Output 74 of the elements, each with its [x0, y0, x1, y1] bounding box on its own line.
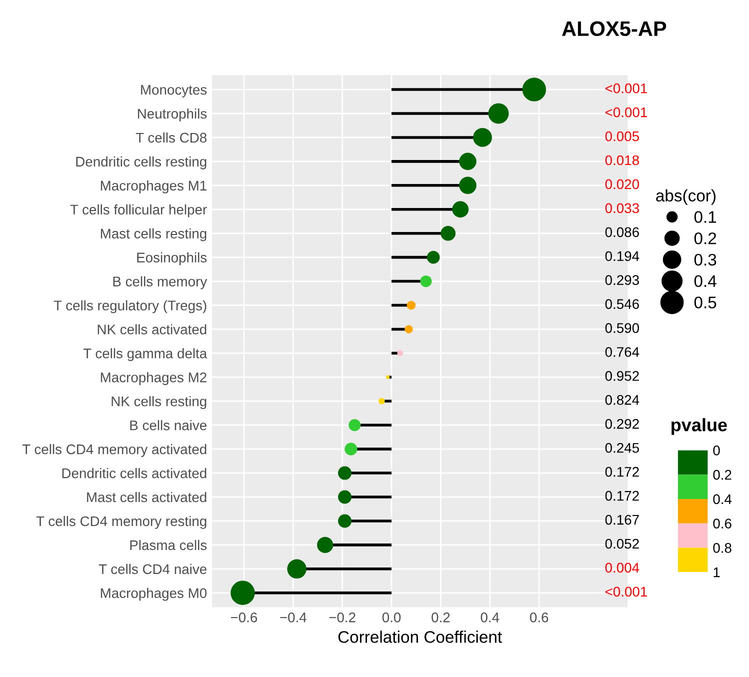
y-tick-label: T cells follicular helper — [70, 204, 207, 218]
annotation: 0.172 — [605, 490, 639, 501]
annotation: 0.764 — [605, 347, 640, 357]
annotation: 0.952 — [605, 371, 639, 381]
y-tick-label: Eosinophils — [137, 252, 207, 266]
annotation: <0.001 — [605, 586, 647, 597]
y-tick-label: Dendritic cells activated — [62, 468, 206, 478]
color-bar-label: 1 — [714, 568, 720, 578]
annotation: 0.590 — [605, 323, 640, 333]
annotation: 0.194 — [605, 251, 640, 262]
point — [440, 226, 456, 241]
y-tick-label: T cells CD4 naive — [98, 564, 206, 574]
y-tick-label: Macrophages M2 — [100, 372, 206, 386]
y-tick-label: Plasma cells — [130, 540, 207, 550]
annotation: 0.292 — [605, 418, 639, 429]
point — [344, 442, 358, 456]
annotation: 0.172 — [605, 466, 639, 477]
x-tick-label: −0.6 — [230, 612, 258, 622]
x-tick-label: 0.4 — [480, 612, 500, 622]
annotation: 0.004 — [605, 562, 640, 573]
point — [426, 250, 440, 264]
color-bar-label: 0.6 — [713, 518, 732, 528]
x-tick-label: 0.0 — [382, 612, 401, 622]
point — [348, 419, 361, 432]
color-bar-label: 0.8 — [713, 543, 732, 553]
x-axis-title: Correlation Coefficient — [338, 630, 502, 643]
y-tick-label: Macrophages M1 — [100, 180, 206, 194]
color-bar-label: 0 — [713, 446, 720, 456]
point — [338, 490, 352, 504]
x-tick-label: −0.4 — [280, 612, 306, 622]
point — [420, 275, 432, 288]
y-tick-label: Neutrophils — [138, 108, 207, 122]
annotation: 0.086 — [605, 227, 639, 238]
legend-label: 0.2 — [694, 232, 716, 244]
y-tick-label: NK cells activated — [98, 324, 206, 334]
chart-title: ALOX5-AP — [562, 21, 666, 36]
y-tick-label: T cells CD8 — [136, 132, 207, 143]
y-tick-label: Dendritic cells resting — [76, 156, 206, 170]
y-tick-label: Monocytes — [141, 85, 207, 98]
legend-label: 0.5 — [694, 296, 716, 308]
color-bar-label: 0.2 — [713, 470, 732, 480]
y-tick-label: T cells gamma delta — [83, 348, 208, 362]
y-tick-label: B cells naive — [130, 420, 206, 430]
annotation: <0.001 — [605, 107, 647, 118]
y-tick-label: NK cells resting — [112, 396, 206, 410]
annotation: 0.020 — [605, 179, 640, 190]
y-tick-label: T cells CD4 memory resting — [36, 516, 206, 529]
y-tick-label: Mast cells activated — [87, 492, 206, 502]
annotation: 0.245 — [605, 442, 639, 453]
y-tick-label: Mast cells resting — [100, 228, 206, 242]
annotation: 0.018 — [605, 155, 639, 166]
annotation: 0.052 — [605, 538, 639, 549]
x-tick-label: −0.2 — [329, 612, 356, 622]
y-tick-label: T cells regulatory (Tregs) — [54, 300, 206, 314]
y-tick-label: T cells CD4 memory activated — [22, 444, 206, 457]
annotation: 0.824 — [605, 395, 640, 405]
x-tick-label: 0.6 — [530, 612, 548, 622]
legend-label: 0.1 — [694, 211, 716, 223]
point — [338, 466, 352, 480]
color-bar-title: pvalue — [672, 418, 727, 435]
annotation: <0.001 — [605, 83, 647, 94]
annotation: 0.546 — [605, 299, 639, 309]
legend-title: abs(cor) — [656, 189, 716, 205]
x-tick-label: 0.2 — [432, 612, 450, 622]
color-bar-label: 0.4 — [713, 494, 732, 504]
annotation: 0.293 — [605, 275, 639, 286]
annotation: 0.033 — [605, 203, 639, 214]
legend-label: 0.3 — [694, 254, 716, 266]
point — [338, 514, 352, 528]
legend-label: 0.4 — [694, 275, 716, 288]
y-tick-label: B cells memory — [113, 276, 208, 290]
y-tick-label: Macrophages M0 — [100, 588, 207, 601]
annotation: 0.005 — [605, 131, 639, 142]
annotation: 0.167 — [605, 514, 639, 525]
